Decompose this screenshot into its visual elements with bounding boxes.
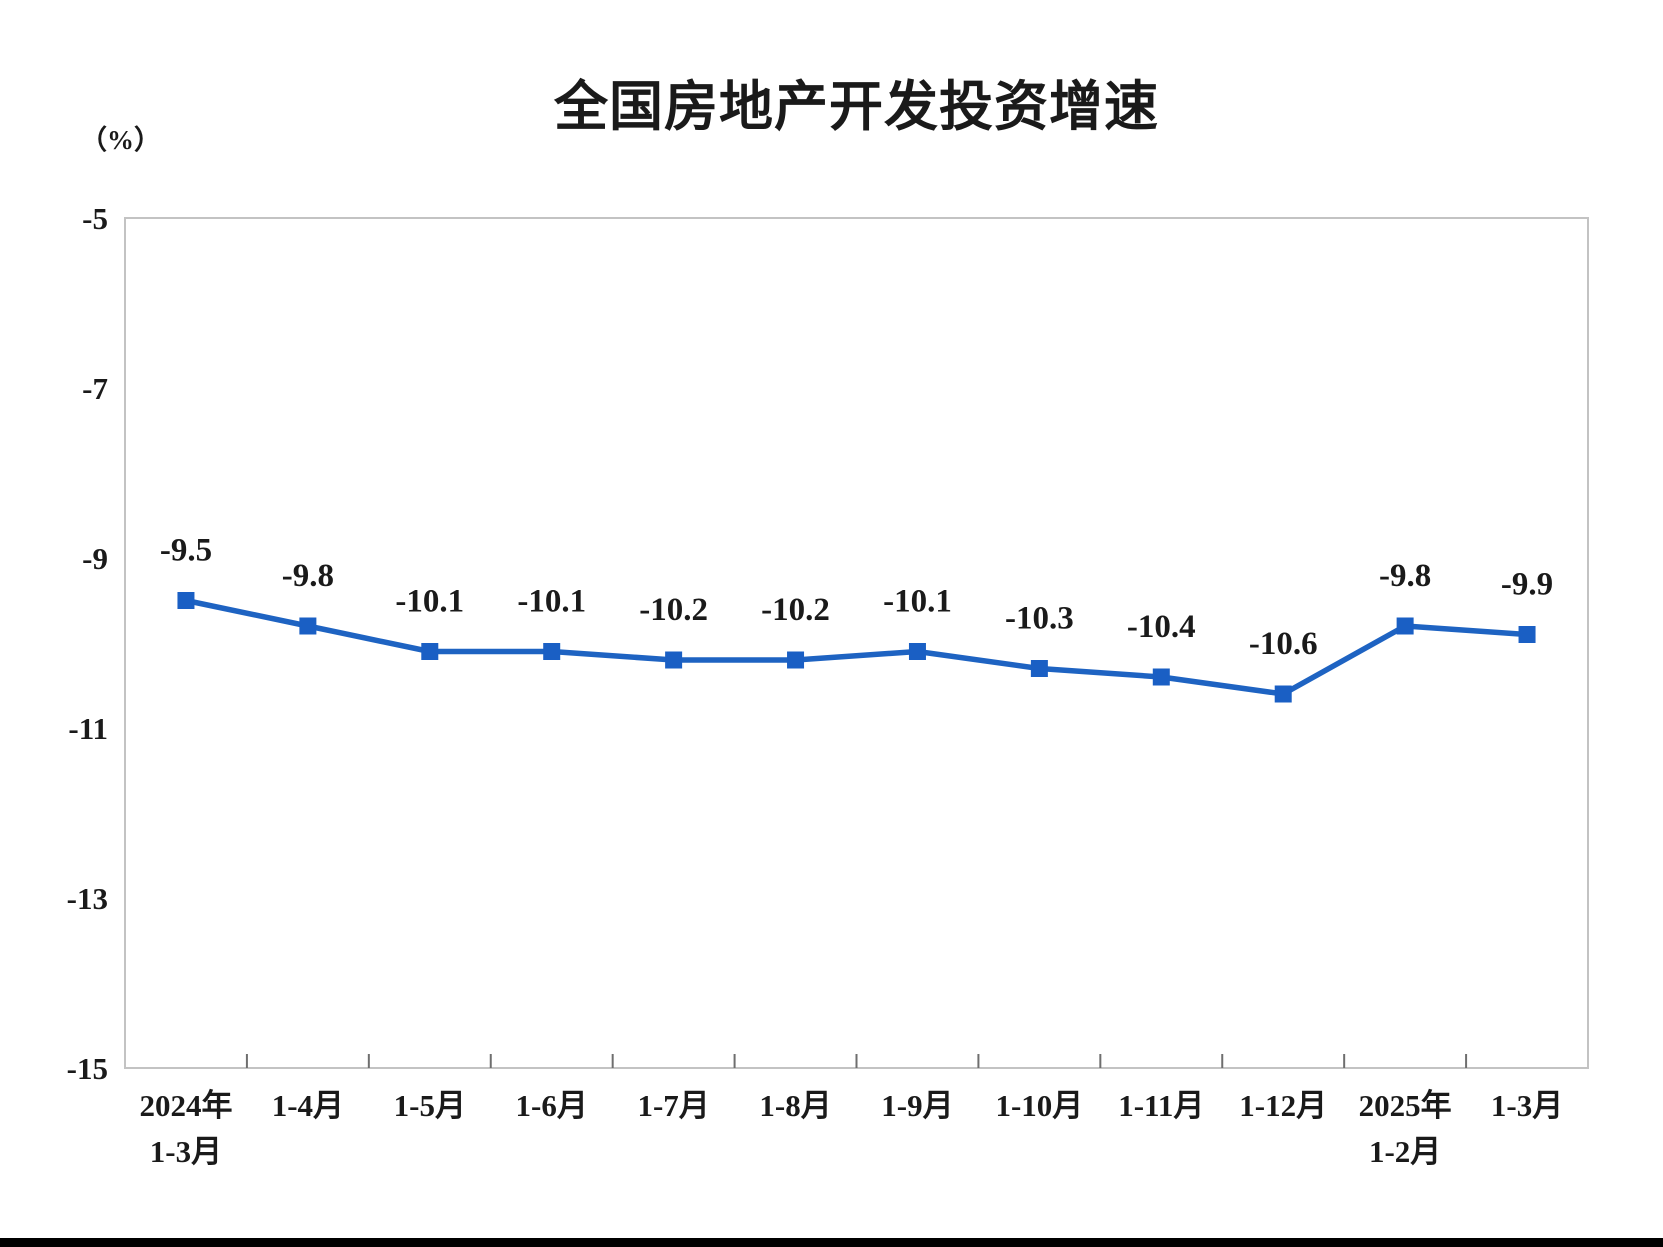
data-point-label: -10.2 bbox=[639, 592, 708, 628]
data-point-label: -10.6 bbox=[1249, 626, 1318, 662]
data-point-marker bbox=[908, 643, 926, 660]
y-axis-tick-label: -15 bbox=[67, 1051, 108, 1086]
data-point-marker bbox=[299, 617, 317, 635]
x-axis-label: 1-9月 bbox=[881, 1088, 953, 1123]
data-point-marker bbox=[787, 651, 805, 669]
data-point-marker bbox=[421, 643, 439, 660]
y-axis-unit-label: （%） bbox=[80, 125, 161, 155]
x-axis-label: 2025年 1-2月 bbox=[1359, 1088, 1452, 1169]
data-point-label: -10.1 bbox=[883, 584, 952, 620]
x-axis-label: 1-12月 bbox=[1239, 1088, 1327, 1123]
x-axis-label: 1-7月 bbox=[637, 1088, 709, 1123]
data-point-marker bbox=[665, 651, 683, 669]
y-axis-tick-label: -7 bbox=[82, 371, 108, 406]
data-point-label: -10.2 bbox=[761, 592, 830, 628]
data-point-label: -10.3 bbox=[1005, 601, 1074, 637]
data-point-marker bbox=[1518, 626, 1536, 643]
x-axis-label: 1-3月 bbox=[1491, 1088, 1563, 1123]
y-axis-tick-label: -5 bbox=[82, 201, 108, 236]
data-point-label: -9.9 bbox=[1501, 567, 1553, 603]
data-point-label: -10.4 bbox=[1127, 609, 1196, 645]
series-line bbox=[183, 597, 1530, 697]
data-point-marker bbox=[177, 592, 195, 609]
data-point-marker bbox=[543, 643, 561, 660]
x-axis-label: 1-8月 bbox=[759, 1088, 831, 1123]
y-axis-tick-label: -11 bbox=[68, 711, 108, 746]
data-point-marker bbox=[1274, 685, 1292, 703]
y-axis-tick-label: -13 bbox=[67, 881, 108, 916]
x-axis-label: 1-10月 bbox=[995, 1088, 1083, 1123]
data-point-marker bbox=[1152, 668, 1170, 686]
x-axis-label: 1-11月 bbox=[1118, 1088, 1204, 1123]
bottom-black-bar bbox=[0, 1238, 1663, 1247]
x-axis-label: 1-5月 bbox=[394, 1088, 466, 1123]
data-point-label: -10.1 bbox=[517, 584, 586, 620]
plot-border bbox=[124, 217, 1589, 1069]
y-axis-tick-label: -9 bbox=[82, 541, 108, 576]
x-axis-label: 1-4月 bbox=[272, 1088, 344, 1123]
data-point-marker bbox=[1030, 660, 1048, 677]
data-point-label: -9.5 bbox=[160, 533, 212, 569]
data-point-marker bbox=[1396, 617, 1414, 635]
chart-title: 全国房地产开发投资增速 bbox=[554, 77, 1159, 137]
data-point-label: -10.1 bbox=[395, 584, 464, 620]
x-axis-label: 1-6月 bbox=[516, 1088, 588, 1123]
data-point-label: -9.8 bbox=[282, 558, 334, 594]
x-axis-label: 2024年 1-3月 bbox=[139, 1088, 232, 1169]
data-point-label: -9.8 bbox=[1379, 558, 1431, 594]
